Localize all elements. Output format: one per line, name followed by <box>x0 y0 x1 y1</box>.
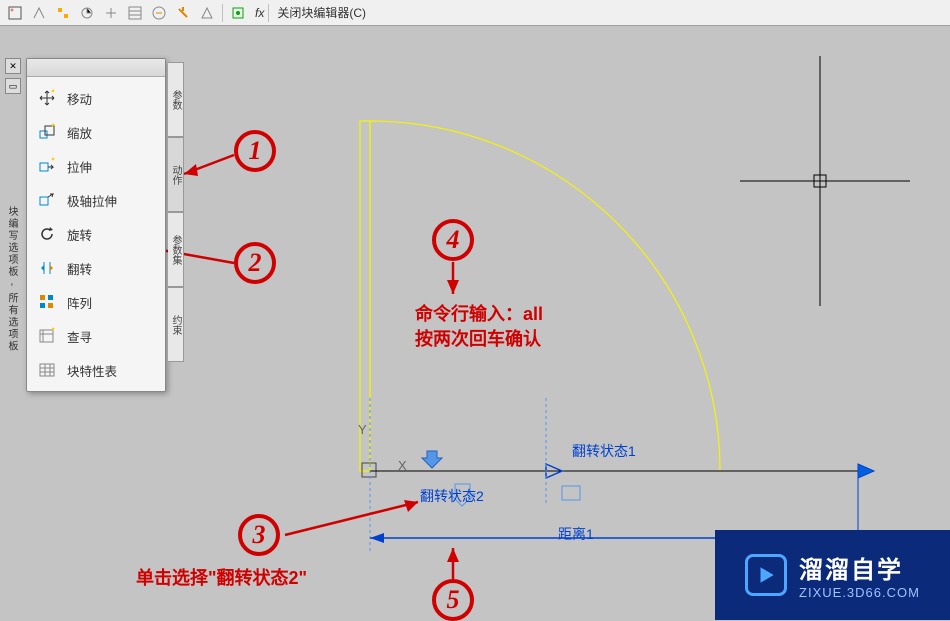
anno-text-4-line2: 按两次回车确认 <box>415 327 543 352</box>
toolbar-btn-2[interactable] <box>28 2 50 24</box>
polar-stretch-icon <box>37 190 57 210</box>
pin-icon[interactable]: ▭ <box>5 78 21 94</box>
logo-line1: 溜溜自学 <box>799 550 920 585</box>
menu-label: 块特性表 <box>67 361 117 380</box>
toolbar-btn-4[interactable] <box>76 2 98 24</box>
move-icon <box>37 88 57 108</box>
side-tabs: 参数 动作 参数集 约束 <box>168 62 184 362</box>
fx-label: fx <box>255 6 264 20</box>
toolbar-btn-7[interactable] <box>148 2 170 24</box>
anno-circle-1: 1 <box>234 130 276 172</box>
menu-list: 移动 缩放 拉伸 极轴拉伸 旋转 翻转 阵列 查寻 块特性表 <box>27 77 165 391</box>
toolbar-separator <box>222 4 223 22</box>
close-block-editor-label[interactable]: 关闭块编辑器(C) <box>277 4 366 21</box>
menu-item-array[interactable]: 阵列 <box>27 285 165 319</box>
close-icon[interactable]: ✕ <box>5 58 21 74</box>
toolbar: fx 关闭块编辑器(C) <box>0 0 950 26</box>
menu-item-scale[interactable]: 缩放 <box>27 115 165 149</box>
flip-icon <box>37 258 57 278</box>
anno-arrow-5-head <box>447 548 459 562</box>
play-icon <box>745 554 787 596</box>
menu-item-rotate[interactable]: 旋转 <box>27 217 165 251</box>
anno-circle-4: 4 <box>432 219 474 261</box>
palette-vert-label: 块编写选项板 - 所有选项板 <box>4 206 19 353</box>
dim-distance: 距离1 <box>558 524 594 544</box>
array-icon <box>37 292 57 312</box>
anno-arrow-1-head <box>184 164 198 176</box>
logo-text: 溜溜自学 ZIXUE.3D66.COM <box>799 550 920 600</box>
menu-label: 缩放 <box>67 123 92 142</box>
rotate-icon <box>37 224 57 244</box>
dim-arrow-left <box>370 533 384 543</box>
menu-label: 移动 <box>67 89 92 108</box>
anno-text-4: 命令行输入：all 按两次回车确认 <box>415 302 543 352</box>
anno-text-3: 单击选择"翻转状态2" <box>136 566 307 591</box>
side-tab-3[interactable]: 参数集 <box>168 212 184 287</box>
anno-circle-2: 2 <box>234 242 276 284</box>
logo-box[interactable]: 溜溜自学 ZIXUE.3D66.COM <box>715 530 950 620</box>
anno-text-4-line1: 命令行输入：all <box>415 302 543 327</box>
toolbar-btn-5[interactable] <box>100 2 122 24</box>
menu-item-flip[interactable]: 翻转 <box>27 251 165 285</box>
triangle-right[interactable] <box>858 464 874 478</box>
actions-menu: 移动 缩放 拉伸 极轴拉伸 旋转 翻转 阵列 查寻 块特性表 <box>26 58 166 392</box>
toolbar-btn-1[interactable] <box>4 2 26 24</box>
menu-label: 极轴拉伸 <box>67 191 117 210</box>
menu-label: 拉伸 <box>67 157 92 176</box>
axis-x-label: X <box>398 458 407 473</box>
lookup-icon <box>37 326 57 346</box>
side-tab-4[interactable]: 约束 <box>168 287 184 362</box>
menu-item-stretch[interactable]: 拉伸 <box>27 149 165 183</box>
anno-circle-5: 5 <box>432 579 474 621</box>
logo-line2: ZIXUE.3D66.COM <box>799 585 920 600</box>
toolbar-btn-3[interactable] <box>52 2 74 24</box>
door-leaf <box>360 121 370 471</box>
side-tab-2[interactable]: 动作 <box>168 137 184 212</box>
menu-label: 阵列 <box>67 293 92 312</box>
toolbar-btn-6[interactable] <box>124 2 146 24</box>
toolbar-separator-2 <box>268 4 269 22</box>
dim-flip2: 翻转状态2 <box>420 486 484 506</box>
menu-item-polar-stretch[interactable]: 极轴拉伸 <box>27 183 165 217</box>
origin-marker <box>362 463 376 477</box>
toolbar-btn-8[interactable] <box>172 2 194 24</box>
menu-label: 旋转 <box>67 225 92 244</box>
toolbar-btn-9[interactable] <box>196 2 218 24</box>
side-indicators: ✕ ▭ <box>4 58 22 94</box>
arc-path <box>370 121 720 471</box>
menu-header[interactable] <box>27 59 165 77</box>
axis-y-label: Y <box>358 422 367 437</box>
param-marker[interactable] <box>562 486 580 500</box>
block-props-icon <box>37 360 57 380</box>
scale-icon <box>37 122 57 142</box>
toolbar-btn-10[interactable] <box>227 2 249 24</box>
menu-item-lookup[interactable]: 查寻 <box>27 319 165 353</box>
menu-label: 翻转 <box>67 259 92 278</box>
anno-circle-3: 3 <box>238 514 280 556</box>
canvas: X Y ✕ ▭ 移动 缩放 拉伸 极轴拉伸 旋转 翻转 阵列 <box>0 26 950 620</box>
menu-item-block-props[interactable]: 块特性表 <box>27 353 165 387</box>
dim-flip1: 翻转状态1 <box>572 441 636 461</box>
flip-grip-1[interactable] <box>422 451 442 468</box>
anno-arrow-3-head <box>404 500 418 512</box>
stretch-icon <box>37 156 57 176</box>
side-tab-1[interactable]: 参数 <box>168 62 184 137</box>
anno-arrow-4-head <box>447 280 459 294</box>
anno-arrow-3-line <box>285 502 418 535</box>
menu-item-move[interactable]: 移动 <box>27 81 165 115</box>
menu-label: 查寻 <box>67 327 92 346</box>
